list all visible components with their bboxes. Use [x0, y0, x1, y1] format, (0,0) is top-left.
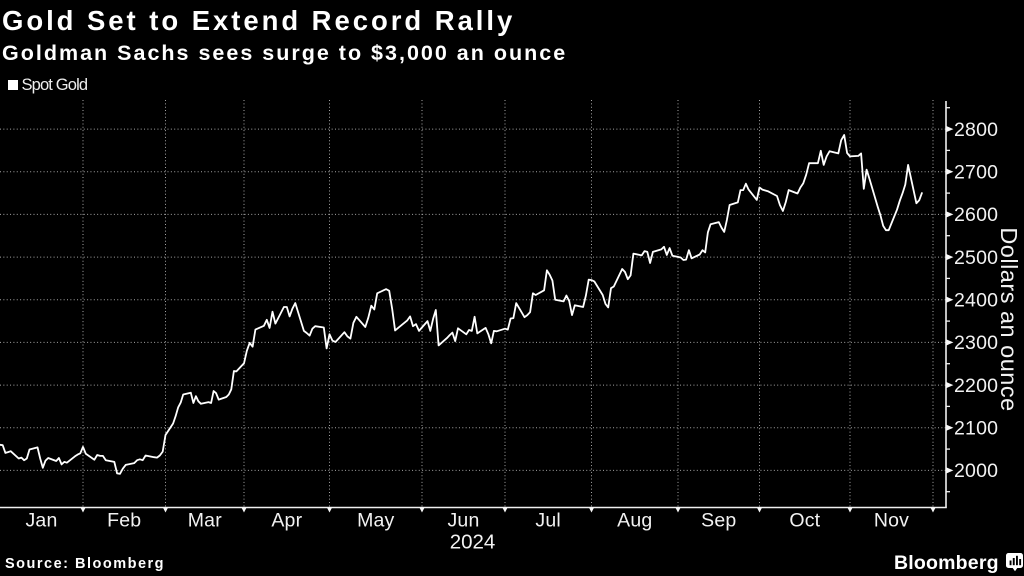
- svg-text:Apr: Apr: [271, 510, 302, 532]
- svg-text:Sep: Sep: [701, 510, 736, 532]
- svg-text:2200: 2200: [954, 375, 998, 397]
- svg-text:2300: 2300: [954, 332, 998, 354]
- svg-text:2500: 2500: [954, 247, 998, 269]
- svg-text:Feb: Feb: [107, 510, 141, 532]
- svg-text:2400: 2400: [954, 289, 998, 311]
- svg-text:Jun: Jun: [447, 510, 479, 532]
- svg-text:Mar: Mar: [188, 510, 222, 532]
- svg-text:2600: 2600: [954, 204, 998, 226]
- svg-text:2800: 2800: [954, 119, 998, 141]
- svg-text:Dollars an ounce: Dollars an ounce: [996, 227, 1022, 411]
- svg-text:Jul: Jul: [535, 510, 561, 532]
- svg-text:Oct: Oct: [789, 510, 820, 532]
- svg-text:Nov: Nov: [874, 510, 909, 532]
- svg-text:Aug: Aug: [617, 510, 652, 532]
- svg-text:2700: 2700: [954, 161, 998, 183]
- svg-text:Jan: Jan: [25, 510, 57, 532]
- svg-text:May: May: [357, 510, 394, 532]
- svg-text:2100: 2100: [954, 417, 998, 439]
- svg-text:2024: 2024: [450, 530, 496, 553]
- svg-text:2000: 2000: [954, 460, 998, 482]
